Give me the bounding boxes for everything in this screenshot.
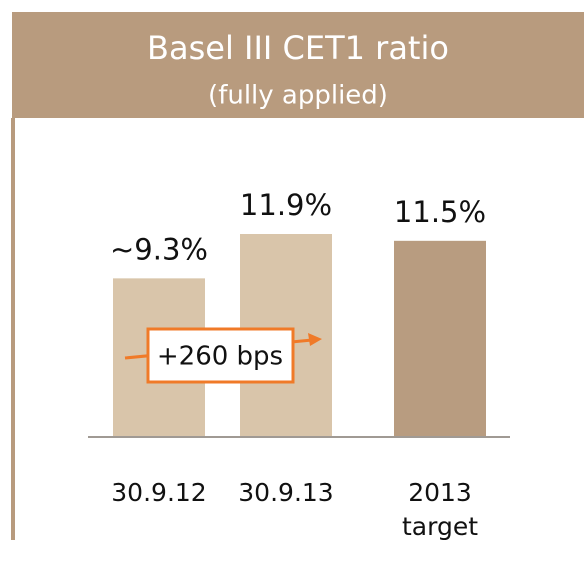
chart-subtitle: (fully applied) [208,81,388,111]
left-border [11,118,15,540]
annotation-box [146,327,295,384]
x-tick-label: 2013 target [401,478,478,541]
annotation: +260 bps [157,342,283,372]
x-tick-label: 30.9.12 [111,478,207,507]
x-tick-label: 30.9.13 [238,478,334,507]
value-label: ~9.3% [110,232,208,266]
bar [394,240,486,437]
value-label: 11.5% [394,195,486,229]
header-band [12,12,584,118]
arrow-head [308,333,322,346]
chart-title: Basel III CET1 ratio [147,29,449,67]
value-label: 11.9% [240,188,332,222]
